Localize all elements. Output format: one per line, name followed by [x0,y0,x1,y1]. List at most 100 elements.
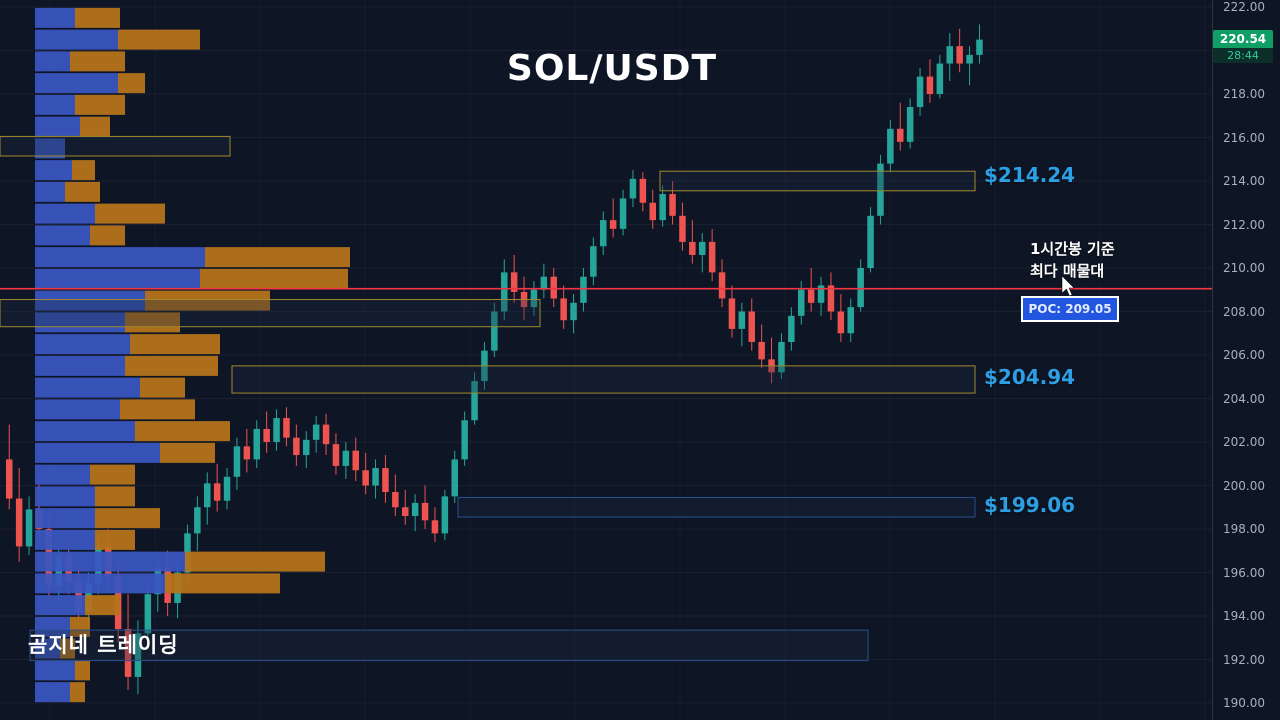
candle-body [887,128,894,164]
mouse-cursor-icon [1061,275,1075,297]
price-tick: 198.00 [1223,522,1265,536]
volume-profile-buy-bar [35,312,125,333]
poc-annotation-line1: 1시간봉 기준 [1030,240,1115,258]
zone-box [29,629,869,662]
candle-body [501,272,508,312]
candle-body [659,194,666,221]
candle-body [293,437,300,456]
price-tick: 204.00 [1223,391,1265,406]
candle-body [421,502,429,521]
candle-body [877,163,884,216]
candle-body [590,246,597,277]
volume-profile-buy-bar [35,442,160,463]
candle-body [798,289,805,316]
candlestick-chart-canvas[interactable] [0,0,1212,720]
candle-body [530,289,538,308]
volume-profile-sell-bar [95,203,165,224]
candle-body [649,202,656,221]
candle-body [392,492,399,508]
candle-body [431,520,439,534]
price-tick: 200.00 [1223,478,1265,493]
volume-profile-buy-bar [35,377,140,398]
volume-profile-buy-bar [35,247,205,268]
candle-body [708,241,716,273]
volume-profile-sell-bar [165,573,280,594]
candle-body [857,268,864,308]
candle-body [609,220,617,229]
candle-body [916,76,924,108]
volume-profile-sell-bar [90,464,135,485]
volume-profile-sell-bar [118,73,145,94]
candle-body [669,194,676,216]
candle-body [758,341,765,360]
candle-body [253,428,260,460]
candle-body [956,46,963,64]
candle-body [629,178,637,199]
volume-profile-buy-bar [35,116,80,137]
volume-profile-sell-bar [80,116,110,137]
price-tick: 222.00 [1223,0,1265,14]
volume-profile-buy-bar [35,660,75,681]
price-level-label-199: $199.06 [984,492,1076,517]
volume-profile-sell-bar [125,312,180,333]
volume-profile-buy-bar [35,551,185,572]
candle-body [906,107,914,142]
candle-body [441,496,449,534]
candle-body [837,311,845,334]
volume-profile-buy-bar [35,7,75,28]
volume-profile-sell-bar [60,638,75,659]
volume-profile-sell-bar [70,51,125,72]
volume-profile-sell-bar [145,290,270,311]
volume-profile-buy-bar [35,464,90,485]
candle-body [372,468,379,486]
candle-body [619,198,627,229]
price-level-label-204: $204.94 [984,365,1076,390]
candle-body [718,272,726,299]
volume-profile-buy-bar [35,616,70,637]
candle-body [233,446,241,477]
candle-body [540,276,548,290]
candle-body [847,307,854,334]
volume-profile-buy-bar [35,268,200,289]
bar-countdown: 28:44 [1213,47,1273,63]
volume-profile-buy-bar [35,334,130,355]
price-tick: 210.00 [1223,261,1265,275]
candle-body [382,468,389,493]
candle-body [699,241,706,255]
candle-body [411,502,419,516]
candle-body [223,476,231,501]
candle-body [471,381,478,421]
volume-profile-sell-bar [75,94,125,115]
candle-body [738,311,746,329]
volume-profile-buy-bar [35,138,65,159]
candle-body [679,215,686,242]
candle-body [550,276,557,299]
price-tick: 196.00 [1223,565,1265,580]
volume-profile-buy-bar [35,573,165,594]
price-axis[interactable]: 222.00220.00218.00216.00214.00212.00210.… [1212,0,1280,720]
volume-profile-sell-bar [75,660,90,681]
candle-body [966,54,973,64]
volume-profile-sell-bar [118,29,200,50]
channel-watermark: 곰지네 트레이딩 [28,633,179,657]
volume-profile-sell-bar [65,181,100,202]
volume-profile-buy-bar [35,225,90,246]
price-tick: 202.00 [1223,435,1265,449]
zone-box [231,365,976,394]
price-tick: 192.00 [1223,652,1265,667]
candle-body [788,315,795,342]
price-tick: 216.00 [1223,130,1265,145]
candle-body [134,633,142,677]
candle-body [827,285,835,312]
price-tick: 190.00 [1223,696,1265,710]
candle-body [936,63,944,94]
candle-body [213,483,221,501]
price-tick: 214.00 [1223,174,1265,188]
candle-body [312,424,320,440]
candle-body [204,483,211,508]
volume-profile-buy-bar [35,160,72,181]
volume-profile-buy-bar [35,355,125,376]
price-tick: 206.00 [1223,348,1265,362]
volume-profile-buy-bar [35,73,118,94]
volume-profile-sell-bar [95,508,160,529]
